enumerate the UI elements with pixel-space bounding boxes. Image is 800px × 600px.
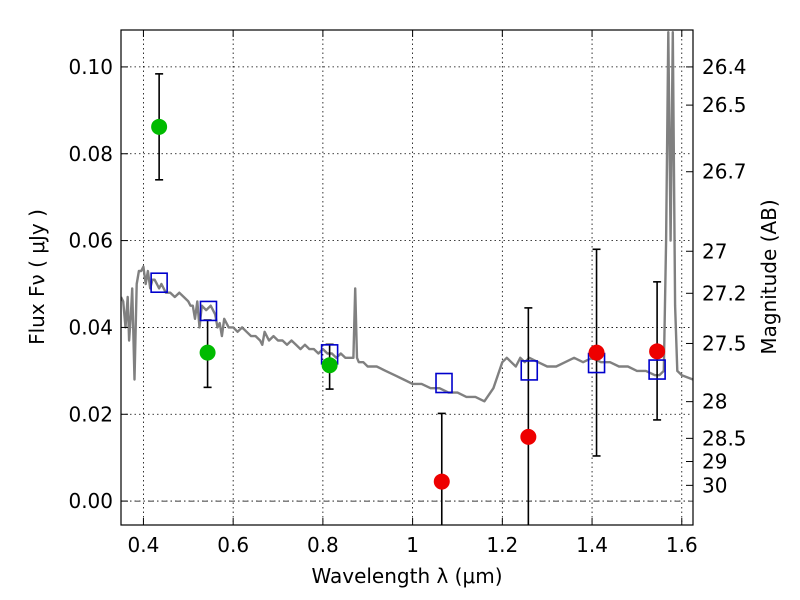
x-tick-label: 1 [406, 533, 419, 557]
detections-point [151, 118, 168, 135]
plot-frame [120, 29, 694, 526]
magnitude-tick-label: 27 [702, 239, 727, 263]
magnitude-tick-label: 30 [702, 473, 727, 497]
x-tick-label: 0.8 [307, 533, 339, 557]
magnitude-tick-label: 26.4 [702, 55, 747, 79]
y-tick-label: 0.06 [68, 229, 113, 253]
model-spectrum-line [121, 31, 693, 403]
magnitude-tick-label: 28.5 [702, 426, 747, 450]
model-photometry-square [435, 372, 453, 394]
x-tick-label: 1.2 [486, 533, 518, 557]
error-bars [155, 73, 662, 525]
non_detections-point [520, 428, 537, 445]
model-photometry-square [648, 359, 666, 380]
magnitude-axis-label: Magnitude (AB) [757, 199, 781, 354]
magnitude-tick-label: 26.5 [702, 93, 747, 117]
magnitude-tick-label: 26.7 [702, 160, 747, 184]
non_detections-point [649, 343, 666, 360]
data-markers [150, 118, 666, 490]
y-tick-label: 0.08 [68, 142, 113, 166]
magnitude-tick-label: 27.5 [702, 331, 747, 355]
model-photometry-square [520, 360, 539, 381]
x-axis-ticks: 0.4 0.6 0.8 1 1.2 1.4 1.6 [128, 30, 698, 557]
non_detections-point [588, 344, 605, 361]
magnitude-tick-label: 28 [702, 390, 727, 414]
magnitude-tick-label: 29 [702, 450, 727, 474]
plot-area [121, 31, 693, 403]
y-tick-label: 0.04 [68, 315, 113, 339]
magnitude-tick-label: 27.2 [702, 281, 747, 305]
detections-point [199, 344, 216, 361]
model-photometry-square [150, 272, 168, 294]
detections-point [321, 357, 338, 374]
y-axis-ticks: 0.00 0.02 0.04 0.06 0.08 0.10 [68, 55, 128, 513]
non_detections-point [433, 473, 450, 490]
model-photometry-square [199, 300, 218, 322]
x-tick-label: 0.6 [217, 533, 249, 557]
x-tick-label: 0.4 [128, 533, 160, 557]
x-tick-label: 1.4 [576, 533, 608, 557]
y-tick-label: 0.02 [68, 402, 113, 426]
x-tick-label: 1.6 [666, 533, 698, 557]
y-tick-label: 0.10 [68, 55, 113, 79]
y-tick-label: 0.00 [68, 489, 113, 513]
y-axis-label: Flux Fν ( μJy ) [25, 209, 49, 345]
grid [121, 30, 693, 525]
x-axis-label: Wavelength λ (μm) [311, 564, 502, 588]
